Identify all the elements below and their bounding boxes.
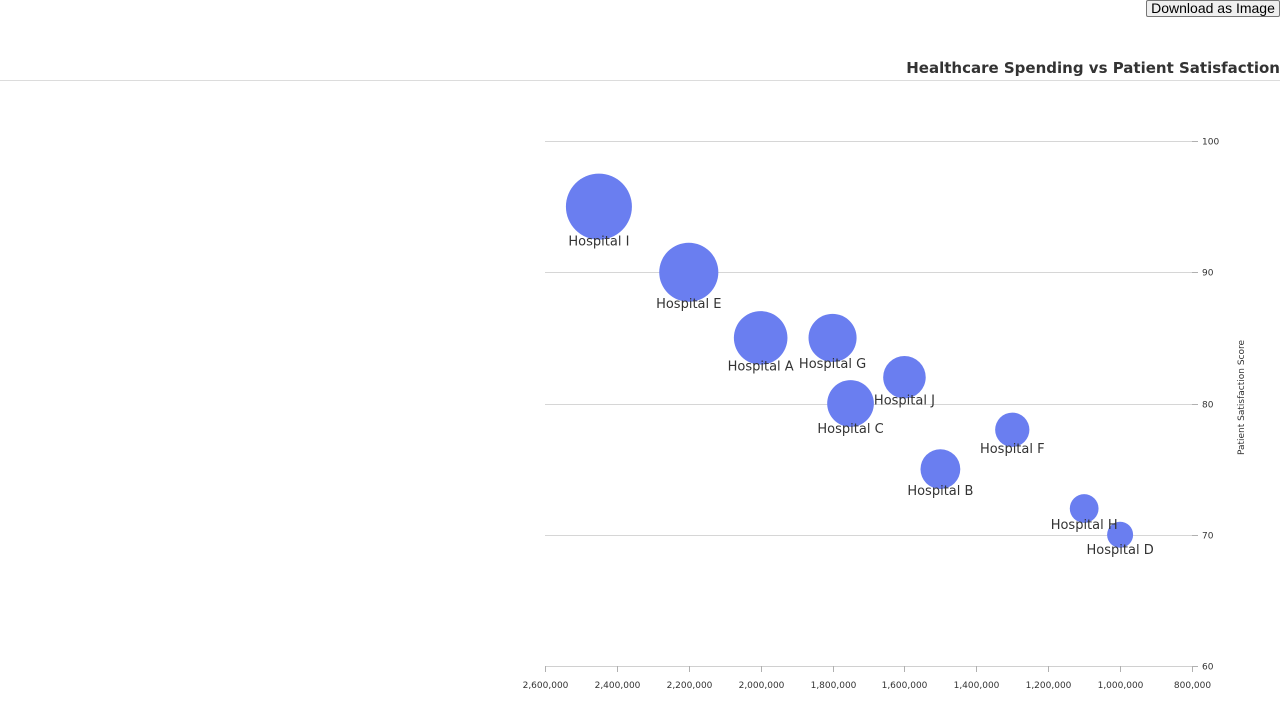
- x-tick-label: 1,600,000: [882, 681, 928, 691]
- bubble-label: Hospital D: [1087, 543, 1154, 558]
- x-tick-label: 2,600,000: [523, 681, 569, 691]
- bubble-point: [565, 173, 632, 240]
- x-axis: 2,600,000 2,400,000 2,200,000 2,000,000 1,80…: [523, 666, 1211, 691]
- y-tick-label: 80: [1202, 401, 1214, 411]
- bubble-point: [827, 380, 874, 427]
- bubble-point: [920, 449, 961, 490]
- x-tick-label: 2,200,000: [667, 681, 713, 691]
- bubble-point: [1107, 521, 1134, 548]
- x-tick-label: 1,400,000: [954, 681, 1000, 691]
- y-tick-label: 70: [1202, 532, 1214, 542]
- x-tick-label: 800,000: [1174, 681, 1211, 691]
- y-tick-label: 60: [1202, 663, 1214, 673]
- bubble-label: Hospital A: [728, 360, 794, 375]
- y-tick-label: 90: [1202, 269, 1214, 279]
- bubble-point: [883, 355, 926, 399]
- x-tick-label: 2,400,000: [595, 681, 641, 691]
- x-tick-label: 2,000,000: [739, 681, 785, 691]
- bubble-point: [733, 311, 788, 365]
- bubble-label: Hospital I: [568, 235, 629, 250]
- bubble-labels: Hospital I Hospital E Hospital A Hospital G…: [568, 235, 1153, 558]
- bubbles: [565, 173, 1134, 548]
- bubble-label: Hospital E: [656, 297, 721, 312]
- header-divider: [0, 80, 1280, 81]
- bubble-label: Hospital G: [799, 357, 866, 372]
- x-tick-label: 1,200,000: [1026, 681, 1072, 691]
- bubble-label: Hospital F: [980, 442, 1045, 457]
- download-image-button[interactable]: Download as Image: [1146, 0, 1280, 17]
- bubble-point: [995, 412, 1030, 447]
- x-tick-label: 1,000,000: [1098, 681, 1144, 691]
- bubble-point: [1069, 494, 1099, 523]
- bubble-label: Hospital B: [907, 484, 973, 499]
- y-axis-title: Patient Satisfaction Score: [1237, 340, 1247, 456]
- bubble-label: Hospital H: [1051, 518, 1118, 533]
- bubble-label: Hospital J: [874, 394, 935, 409]
- x-tick-label: 1,800,000: [811, 681, 857, 691]
- y-axis: 60 70 80 90 100: [1192, 138, 1219, 673]
- chart-title: Healthcare Spending vs Patient Satisfact…: [906, 59, 1280, 77]
- bubble-point: [659, 242, 719, 302]
- y-tick-label: 100: [1202, 138, 1219, 148]
- bubble-point: [808, 313, 857, 362]
- bubble-label: Hospital C: [817, 422, 883, 437]
